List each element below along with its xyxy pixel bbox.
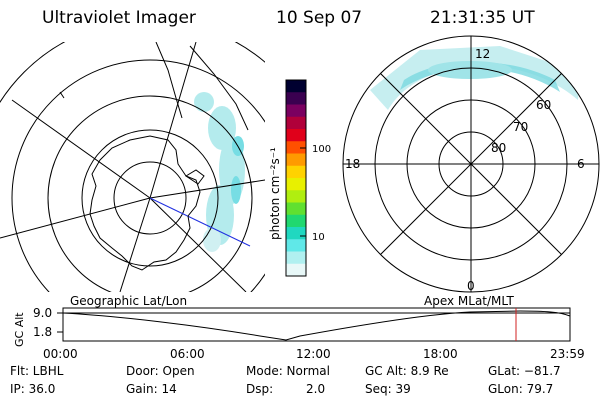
color-bar-band [286,263,306,277]
color-bar-band [286,251,306,265]
x-tick-1800: 18:00 [423,347,458,361]
color-bar-band [286,214,306,228]
ip-status: IP: 36.0 [10,382,56,396]
lat-label-60: 60 [536,98,551,112]
dsp-value: 2.0 [306,382,326,396]
color-bar-band [286,178,306,191]
x-tick-1200: 12:00 [296,347,331,361]
color-bar [286,80,306,277]
mlt-label-0: 0 [467,279,475,293]
color-bar-band [286,80,306,93]
gain-status: Gain: 14 [126,382,177,396]
colorbar-tick-100: 100 [312,144,331,155]
time-label: 21:31:35 UT [430,8,535,28]
color-bar-band [286,165,306,179]
colorbar-tick-10: 10 [312,232,325,243]
color-bar-band [286,153,306,167]
lat-label-70: 70 [513,120,528,134]
color-bar-band [286,92,306,105]
glon-status: GLon: 79.7 [488,382,554,396]
seq-status: Seq: 39 [365,382,411,396]
y-tick-1-8: 1.8 [33,325,52,339]
timeline-right-label: Apex MLat/MLT [424,294,514,308]
meridian-lines [0,42,265,292]
gc-alt-status: GC Alt: 8.9 Re [365,364,449,378]
door-status: Door: Open [126,364,195,378]
color-bar-band [286,104,306,118]
glat-status: GLat: −81.7 [488,364,561,378]
mlt-label-6: 6 [577,157,585,171]
y-tick-9: 9.0 [33,306,52,320]
geographic-map [0,42,265,292]
color-bar-band [286,227,306,240]
timeline-axis-label: GC Alt [13,312,26,347]
polar-mlt-plot: 12 18 6 0 60 70 80 [342,35,600,293]
x-tick-0600: 06:00 [170,347,205,361]
x-tick-0000: 00:00 [43,347,78,361]
timeline-left-label: Geographic Lat/Lon [70,294,187,308]
colorbar-unit-label: photon cm⁻²s⁻¹ [268,147,282,240]
aurora-emission-geographic [194,92,245,252]
x-tick-2359: 23:59 [550,347,585,361]
color-bar-band [286,239,306,252]
mode-status: Mode: Normal [246,364,330,378]
lat-label-80: 80 [491,141,506,155]
mlt-label-18: 18 [345,157,360,171]
continent-outline [89,135,201,271]
mlt-label-12: 12 [475,47,490,61]
date-label: 10 Sep 07 [276,8,363,28]
instrument-title: Ultraviolet Imager [42,8,196,28]
color-bar-band [286,202,306,216]
color-bar-band [286,141,306,154]
dsp-label: Dsp: [246,382,274,396]
altitude-trace [62,310,571,341]
filter-status: Flt: LBHL [10,364,64,378]
aurora-emission-polar [370,46,580,110]
color-bar-band [286,190,306,203]
color-bar-band [286,116,306,130]
terminator-line [149,197,251,247]
latitude-circles [0,42,265,292]
timeline-panel: GC Alt 9.0 1.8 Geographic Lat/Lon Apex M… [13,294,585,361]
color-bar-frame [285,79,307,277]
color-bar-band [286,129,306,142]
